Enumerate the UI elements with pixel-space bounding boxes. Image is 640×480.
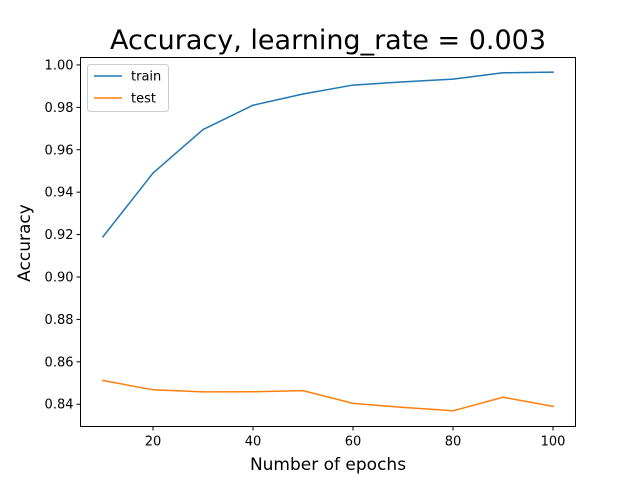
data-point-test xyxy=(302,389,304,392)
chart-title: Accuracy, learning_rate = 0.003 xyxy=(110,25,546,56)
data-point-test xyxy=(352,402,354,405)
data-point-test xyxy=(552,405,554,408)
data-point-train xyxy=(302,93,304,95)
data-point-train xyxy=(202,128,204,131)
data-point-test xyxy=(152,389,154,391)
y-tick-label: 0.94 xyxy=(45,186,74,201)
y-tick-label: 0.90 xyxy=(45,270,74,285)
data-point-train xyxy=(402,81,404,83)
data-point-test xyxy=(252,390,254,393)
x-tick-label: 40 xyxy=(245,435,262,450)
data-point-train xyxy=(252,104,254,106)
data-point-train xyxy=(502,72,504,74)
y-tick-label: 0.98 xyxy=(45,101,74,116)
data-point-train xyxy=(102,235,104,238)
y-tick-label: 0.92 xyxy=(45,228,74,243)
y-tick-label: 0.88 xyxy=(45,313,74,328)
series-line-test xyxy=(102,379,554,412)
y-axis-label: Accuracy xyxy=(15,204,35,282)
legend-label-train: train xyxy=(131,70,161,85)
legend-label-test: test xyxy=(131,92,156,107)
data-point-train xyxy=(352,84,354,86)
data-point-train xyxy=(152,172,154,174)
data-point-test xyxy=(452,410,454,412)
y-tick-label: 0.84 xyxy=(45,398,74,413)
legend: train test xyxy=(87,64,169,112)
data-point-test xyxy=(502,396,504,398)
y-tick-label: 0.86 xyxy=(45,355,74,370)
x-tick-label: 20 xyxy=(145,435,162,450)
data-point-train xyxy=(452,78,454,80)
x-tick-label: 100 xyxy=(541,435,566,450)
data-point-test xyxy=(202,391,204,393)
data-point-test xyxy=(102,379,104,382)
data-point-test xyxy=(402,406,404,409)
plot-area xyxy=(101,71,554,412)
x-tick-label: 80 xyxy=(445,435,462,450)
plot-frame xyxy=(80,57,576,427)
x-axis-label: Number of epochs xyxy=(250,455,406,475)
y-tick-label: 0.96 xyxy=(45,143,74,158)
x-tick-label: 60 xyxy=(345,435,362,450)
series-line-train xyxy=(101,71,554,238)
y-tick-label: 1.00 xyxy=(45,58,74,73)
data-point-train xyxy=(552,71,554,73)
